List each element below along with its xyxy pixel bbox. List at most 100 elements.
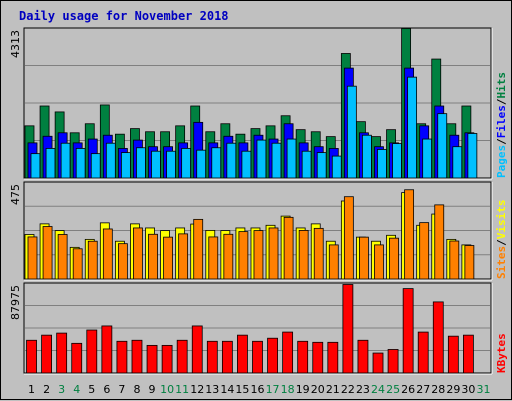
bar-sites-day-9	[148, 233, 158, 280]
bar-pages-day-16	[256, 139, 267, 179]
bar-kbytes-day-5	[86, 329, 98, 374]
bar-pages-day-27	[422, 138, 433, 179]
y-max-label: 87975	[9, 285, 22, 320]
bar-pages-day-9	[151, 150, 161, 179]
x-label-day-14: 14	[220, 383, 234, 396]
bar-kbytes-day-17	[267, 337, 278, 374]
x-label-day-22: 22	[341, 383, 355, 396]
bar-sites-day-13	[208, 236, 219, 280]
bar-sites-day-6	[102, 228, 113, 280]
bar-kbytes-day-23	[357, 339, 369, 374]
bar-sites-day-20	[313, 227, 324, 280]
bar-sites-day-14	[223, 233, 234, 280]
legend-item-top-3: /	[495, 98, 508, 105]
bar-pages-day-10	[166, 150, 176, 179]
legend-middle: Sites/Visits	[495, 200, 508, 280]
bar-kbytes-day-1	[26, 339, 37, 374]
bar-kbytes-day-13	[206, 340, 218, 374]
x-label-day-3: 3	[58, 383, 65, 396]
bar-sites-day-8	[133, 227, 143, 280]
chart-panels: 4313 475 87975	[9, 27, 493, 375]
x-label-day-26: 26	[401, 383, 415, 396]
legend-item-bottom-0: KBytes	[495, 333, 508, 373]
legend-item-top-0: Pages	[495, 145, 508, 178]
bar-kbytes-day-26	[402, 288, 414, 374]
x-label-day-31: 31	[476, 383, 490, 396]
bar-sites-day-11	[178, 233, 189, 280]
legend-top: Pages/Files/Hits	[495, 72, 508, 178]
bar-kbytes-day-3	[56, 332, 68, 374]
bar-sites-day-30	[464, 245, 475, 280]
bar-kbytes-day-10	[161, 344, 173, 374]
bar-pages-day-14	[226, 142, 237, 179]
x-label-day-7: 7	[118, 383, 125, 396]
bar-pages-day-21	[331, 155, 342, 179]
bar-kbytes-day-7	[116, 340, 128, 374]
bar-pages-day-23	[362, 134, 372, 179]
chart-title: Daily usage for November 2018	[19, 9, 229, 23]
panel-kbytes: 87975	[9, 282, 493, 375]
bar-kbytes-day-2	[41, 334, 52, 374]
bar-pages-day-20	[316, 152, 327, 179]
x-label-day-6: 6	[103, 383, 110, 396]
bar-sites-day-4	[72, 248, 83, 280]
bar-pages-day-2	[45, 148, 56, 179]
x-label-day-25: 25	[386, 383, 400, 396]
x-label-day-13: 13	[205, 383, 219, 396]
x-label-day-12: 12	[190, 383, 204, 396]
bar-kbytes-day-30	[463, 334, 474, 374]
x-label-day-18: 18	[281, 383, 295, 396]
bar-sites-day-22	[343, 196, 354, 280]
x-label-day-19: 19	[296, 383, 310, 396]
x-label-day-5: 5	[88, 383, 95, 396]
bar-pages-day-11	[181, 148, 192, 179]
bar-kbytes-day-11	[176, 339, 188, 374]
bar-sites-day-12	[193, 218, 204, 280]
x-label-day-28: 28	[431, 383, 445, 396]
bar-pages-day-7	[120, 152, 131, 179]
x-label-day-20: 20	[311, 383, 325, 396]
bar-pages-day-8	[136, 147, 146, 179]
bar-pages-day-26	[407, 76, 418, 179]
y-max-label: 4313	[9, 30, 22, 58]
bar-kbytes-day-4	[71, 342, 83, 374]
legend-item-middle-0: Sites	[495, 246, 508, 279]
bar-pages-day-30	[467, 133, 478, 179]
bar-sites-day-28	[434, 204, 445, 280]
bar-sites-day-18	[283, 216, 294, 280]
bar-pages-day-25	[392, 143, 402, 179]
x-axis-labels: 1 2 3 4 5 6 7 8 9 10 11 12 13 14 15 16 17 18 19 20 21 22 23 24 2…	[28, 383, 490, 396]
bar-pages-day-6	[105, 142, 116, 179]
bar-sites-day-17	[268, 227, 279, 280]
x-label-day-24: 24	[371, 383, 385, 396]
x-label-day-4: 4	[73, 383, 80, 396]
x-label-day-21: 21	[326, 383, 340, 396]
y-max-label: 475	[9, 184, 22, 205]
legend-item-top-4: Hits	[495, 72, 508, 99]
bar-kbytes-day-12	[191, 325, 203, 374]
bar-kbytes-day-21	[327, 341, 339, 374]
bar-sites-day-15	[238, 231, 249, 280]
bar-kbytes-day-16	[252, 340, 263, 374]
x-label-day-16: 16	[251, 383, 265, 396]
bar-pages-day-22	[346, 85, 357, 179]
bar-kbytes-day-14	[221, 340, 233, 374]
bar-kbytes-day-20	[312, 341, 324, 374]
bar-pages-day-19	[301, 150, 312, 179]
bar-sites-day-24	[374, 244, 384, 280]
bar-sites-day-5	[87, 240, 98, 280]
bar-pages-day-18	[286, 138, 297, 179]
bar-sites-day-29	[449, 240, 460, 280]
bar-pages-day-1	[30, 153, 41, 179]
bar-kbytes-day-27	[417, 331, 429, 374]
bar-sites-day-25	[389, 237, 399, 280]
bar-pages-day-3	[60, 142, 71, 179]
x-label-day-29: 29	[446, 383, 460, 396]
bar-pages-day-24	[377, 149, 387, 179]
legend-item-top-2: Files	[495, 105, 508, 138]
x-label-day-17: 17	[266, 383, 280, 396]
legend-item-middle-2: Visits	[495, 200, 508, 240]
x-label-day-30: 30	[461, 383, 475, 396]
